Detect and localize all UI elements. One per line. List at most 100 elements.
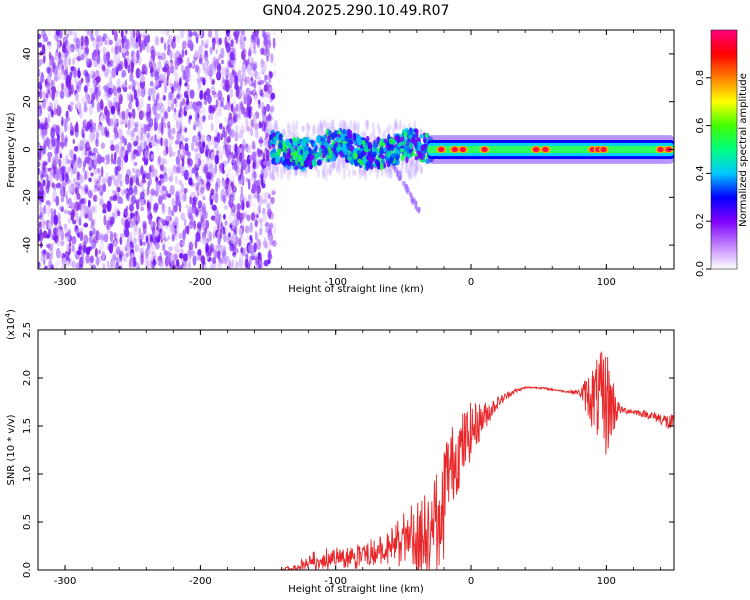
noise-speckle — [50, 126, 55, 131]
noise-speckle — [223, 130, 228, 140]
noise-speckle — [202, 115, 206, 122]
noise-speckle — [258, 217, 264, 224]
noise-speckle — [83, 222, 89, 228]
noise-speckle — [80, 53, 85, 61]
noise-speckle — [90, 224, 94, 230]
noise-speckle — [148, 256, 154, 262]
noise-speckle — [215, 116, 220, 125]
noise-speckle — [53, 108, 58, 116]
signal-halo — [331, 119, 335, 131]
noise-speckle — [174, 61, 179, 71]
noise-speckle — [72, 219, 77, 225]
spectrogram-y-label: Frequency (Hz) — [6, 112, 17, 188]
noise-speckle — [222, 255, 228, 265]
signal-halo — [282, 165, 286, 174]
noise-speckle — [42, 144, 47, 156]
noise-speckle — [156, 103, 161, 112]
noise-speckle — [273, 61, 277, 68]
noise-speckle — [210, 85, 216, 93]
noise-speckle — [77, 67, 81, 79]
noise-speckle — [186, 83, 190, 94]
noise-speckle — [171, 86, 174, 94]
noise-speckle — [235, 226, 240, 234]
spectrogram-x-label: Height of straight line (km) — [288, 284, 424, 295]
noise-speckle — [163, 237, 168, 243]
noise-speckle — [267, 120, 273, 133]
noise-speckle — [155, 146, 160, 153]
signal-blob — [272, 147, 277, 154]
noise-speckle — [88, 177, 92, 183]
noise-speckle — [263, 193, 269, 201]
signal-blob — [349, 145, 354, 152]
noise-speckle — [116, 264, 120, 269]
noise-speckle — [99, 184, 104, 196]
noise-speckle — [238, 237, 242, 247]
signal-blob — [325, 155, 329, 163]
noise-speckle — [231, 203, 237, 213]
noise-speckle — [251, 140, 256, 150]
noise-speckle — [265, 149, 270, 160]
noise-speckle — [73, 145, 79, 152]
noise-speckle — [115, 101, 120, 112]
signal-halo — [365, 119, 369, 130]
noise-speckle — [177, 162, 183, 174]
noise-speckle — [245, 87, 251, 96]
y-tick-label: 40 — [22, 48, 33, 61]
noise-speckle — [211, 204, 217, 211]
noise-speckle — [216, 99, 220, 107]
noise-speckle — [114, 152, 117, 161]
noise-speckle — [226, 158, 230, 164]
noise-speckle — [225, 69, 230, 78]
noise-speckle — [231, 144, 235, 152]
noise-speckle — [44, 265, 48, 269]
signal-blob — [284, 154, 288, 161]
noise-speckle — [133, 140, 138, 147]
signal-halo — [407, 168, 411, 180]
noise-speckle — [161, 137, 165, 146]
noise-speckle — [154, 134, 157, 143]
signal-blob — [330, 135, 336, 141]
noise-speckle — [76, 99, 80, 109]
signal-halo — [342, 119, 346, 131]
noise-speckle — [254, 30, 260, 37]
signal-halo — [342, 161, 346, 173]
noise-speckle — [236, 203, 241, 211]
noise-speckle — [85, 246, 91, 256]
noise-speckle — [118, 93, 123, 105]
signal-halo — [322, 171, 326, 179]
signal-blob — [352, 134, 357, 142]
signal-halo — [365, 119, 369, 128]
noise-speckle — [154, 122, 158, 131]
noise-speckle — [229, 172, 234, 183]
noise-speckle — [118, 178, 124, 188]
noise-speckle — [217, 105, 222, 117]
noise-speckle — [49, 140, 53, 149]
noise-speckle — [164, 256, 170, 267]
noise-speckle — [150, 68, 153, 74]
noise-speckle — [81, 148, 85, 159]
signal-halo — [378, 129, 382, 136]
signal-halo — [295, 119, 299, 130]
signal-blob — [388, 137, 394, 145]
signal-halo — [415, 160, 419, 173]
noise-speckle — [90, 32, 94, 42]
noise-speckle — [168, 167, 172, 177]
noise-speckle — [149, 164, 155, 173]
noise-speckle — [130, 252, 134, 259]
noise-speckle — [181, 64, 184, 73]
signal-halo — [316, 169, 320, 178]
noise-speckle — [77, 157, 82, 169]
noise-speckle — [126, 92, 130, 102]
noise-speckle — [53, 98, 59, 106]
signal-blob — [362, 159, 367, 164]
noise-speckle — [95, 138, 99, 147]
noise-speckle — [224, 204, 228, 211]
noise-speckle — [189, 31, 193, 38]
noise-speckle — [161, 219, 167, 227]
noise-speckle — [133, 237, 137, 244]
noise-speckle — [254, 94, 258, 104]
noise-speckle — [140, 74, 146, 83]
noise-speckle — [180, 212, 186, 221]
noise-speckle — [125, 173, 130, 185]
signal-tail — [415, 206, 419, 212]
